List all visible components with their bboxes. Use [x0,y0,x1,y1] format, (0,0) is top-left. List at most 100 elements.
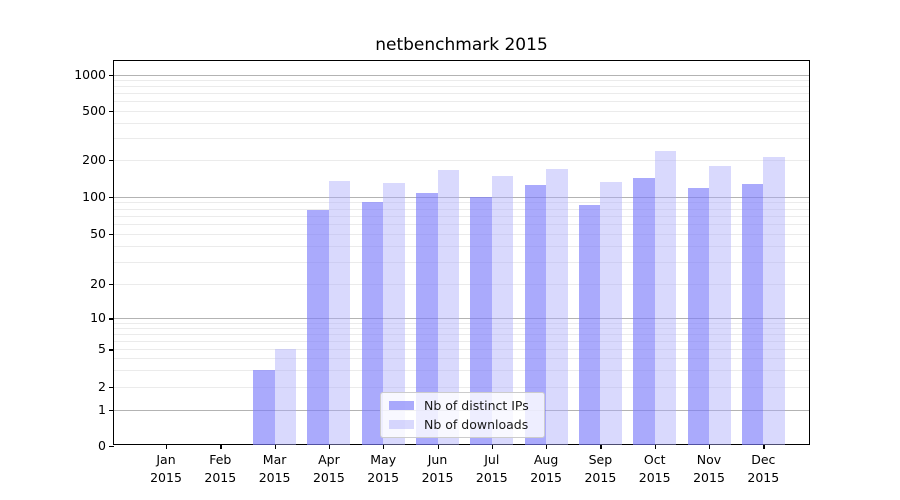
y-tick-mark [109,283,114,285]
x-tick-mark [709,444,711,449]
x-tick-label: Jul 2015 [475,452,508,486]
y-tick-mark [109,160,114,162]
gridline-minor [114,86,809,88]
x-tick-mark [763,444,765,449]
bar-distinct-ips [741,183,764,446]
gridline-minor [114,358,809,360]
legend-label-downloads: Nb of downloads [424,417,529,432]
legend-swatch-distinct-ips [389,401,414,410]
gridline-minor [114,122,809,124]
y-tick-label: 1000 [74,66,106,82]
gridline-major [114,74,809,76]
legend-item-downloads: Nb of downloads [389,417,536,432]
gridline-minor [114,160,809,161]
bar-downloads [274,349,297,446]
y-tick-label: 10 [90,310,106,326]
x-tick-label: Mar 2015 [258,452,291,486]
x-tick-label: Apr 2015 [312,452,345,486]
y-tick-mark [109,445,114,447]
gridline-minor [114,215,809,217]
y-tick-label: 2 [98,378,106,394]
y-tick-label: 5 [98,341,106,357]
x-tick-label: Aug 2015 [530,452,562,486]
bar-downloads [328,180,351,446]
bar-downloads [654,151,677,446]
y-tick-mark [109,386,114,388]
legend-swatch-downloads [389,420,414,429]
gridline-minor [114,341,809,343]
bar-downloads [437,169,459,446]
bar-downloads [600,181,622,446]
x-tick-label: Dec 2015 [747,452,780,486]
bar-distinct-ips [470,196,492,446]
gridline-minor [114,370,809,372]
x-tick-mark [600,444,602,449]
bar-distinct-ips [253,370,275,446]
gridline-minor [114,323,809,324]
gridline-minor [114,93,809,95]
x-tick-label: Nov 2015 [693,452,725,486]
bar-distinct-ips [416,193,438,446]
x-tick-mark [328,444,331,449]
gridline-minor [114,111,809,112]
gridline-minor [114,80,809,82]
legend-item-distinct-ips: Nb of distinct IPs [389,398,536,413]
bar-downloads [709,166,731,446]
y-tick-mark [109,74,114,76]
legend: Nb of distinct IPs Nb of downloads [380,392,545,438]
gridline-minor [114,246,809,248]
y-tick-mark [109,410,114,412]
y-tick-mark [109,111,114,113]
y-tick-label: 20 [90,275,106,291]
gridline-minor [114,101,809,103]
gridline-minor [114,386,809,388]
y-tick-mark [109,196,114,198]
bar-distinct-ips [524,184,547,446]
chart-title: netbenchmark 2015 [375,35,548,55]
bar-downloads [383,182,405,446]
gridline-major [114,196,809,198]
x-tick-mark [220,444,222,449]
bar-distinct-ips [307,210,329,446]
bar-downloads [491,176,514,446]
x-tick-label: Oct 2015 [638,452,671,486]
gridline-minor [114,208,809,210]
plot-area: 0 1 2 5 10 20 50 100 200 500 1000 Jan 2015 Feb 2015 M… [74,60,810,485]
x-tick-mark [383,444,385,449]
y-tick-label: 500 [82,103,106,118]
x-tick-label: May 2015 [367,452,400,486]
y-tick-label: 1 [98,402,106,417]
gridline-minor [114,138,809,140]
x-tick-mark [166,444,168,449]
y-tick-label: 200 [82,152,106,167]
bar-distinct-ips [687,187,709,446]
bar-distinct-ips [361,202,384,446]
x-tick-mark [491,444,494,449]
x-tick-label: Jan 2015 [150,452,182,486]
x-tick-mark [437,444,439,449]
legend-label-distinct-ips: Nb of distinct IPs [424,398,529,413]
bar-downloads [546,168,568,446]
gridline-minor [114,349,809,351]
y-tick-mark [109,349,114,351]
x-tick-mark [274,444,276,449]
gridline-minor [114,283,809,285]
x-tick-label: Sep 2015 [584,452,617,486]
bar-downloads [763,157,785,446]
gridline-minor [114,202,809,204]
y-tick-label: 100 [82,188,106,204]
gridline-minor [114,261,809,263]
y-tick-mark [109,318,114,320]
y-tick-label: 0 [98,437,106,453]
x-tick-mark [654,444,656,449]
gridline-minor [114,224,809,226]
gridline-major [114,318,809,320]
x-tick-label: Jun 2015 [421,452,454,486]
y-tick-mark [109,234,114,236]
x-tick-label: Feb 2015 [204,452,237,486]
gridline-minor [114,234,809,235]
gridline-minor [114,334,809,336]
bar-distinct-ips [578,205,601,446]
bar-distinct-ips [633,178,655,446]
